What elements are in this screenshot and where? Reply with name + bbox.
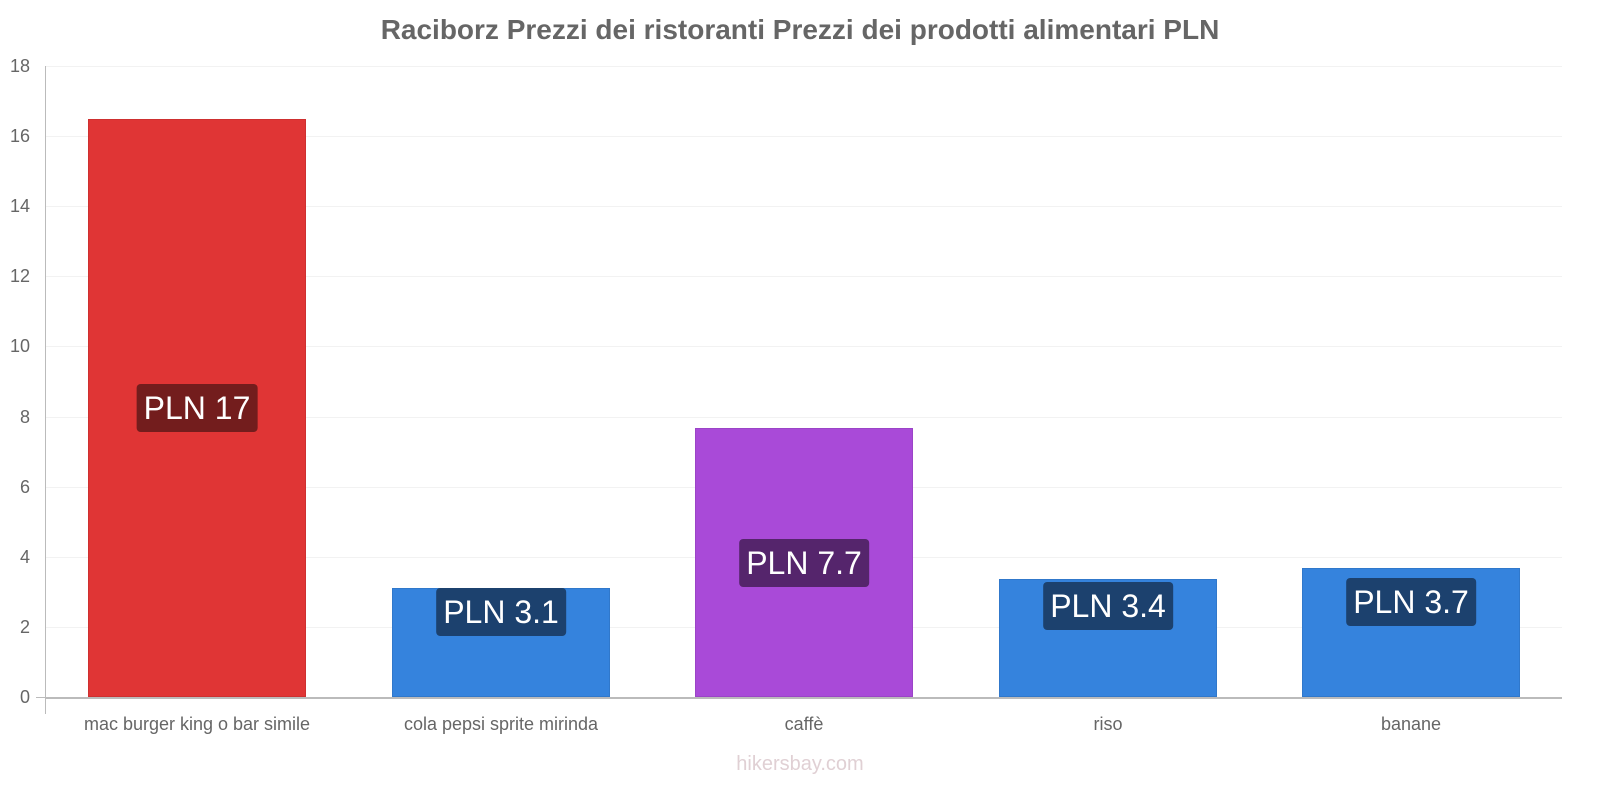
x-category-label: riso xyxy=(1093,714,1123,734)
y-tick-label: 6 xyxy=(19,476,30,497)
x-category-label: cola pepsi sprite mirinda xyxy=(403,714,599,734)
y-zero-tick-mark xyxy=(36,697,46,698)
source-watermark: hikersbay.com xyxy=(736,753,864,775)
bar-value-label: PLN 7.7 xyxy=(739,538,869,587)
bar-value-label: PLN 3.4 xyxy=(1043,581,1173,630)
x-category-label: banane xyxy=(1380,714,1442,734)
gridline xyxy=(46,136,1562,137)
bar-value-label: PLN 3.1 xyxy=(436,588,566,637)
gridline xyxy=(46,346,1562,347)
y-tick-label: 18 xyxy=(9,56,30,76)
y-tick-label: 4 xyxy=(19,546,30,567)
y-tick-label: 2 xyxy=(19,616,30,637)
y-tick-label: 12 xyxy=(9,266,30,287)
y-axis-line xyxy=(45,66,46,714)
x-category-label: mac burger king o bar simile xyxy=(83,714,311,734)
x-axis-line xyxy=(45,697,1562,699)
y-tick-label: 10 xyxy=(9,336,30,357)
bar-value-label: PLN 17 xyxy=(136,383,258,432)
y-tick-label: 8 xyxy=(19,406,30,427)
gridline xyxy=(46,66,1562,67)
y-tick-label: 16 xyxy=(9,126,30,147)
bar-value-label: PLN 3.7 xyxy=(1346,577,1476,626)
gridline xyxy=(46,276,1562,277)
x-category-label: caffè xyxy=(784,714,824,734)
chart-title: Raciborz Prezzi dei ristoranti Prezzi de… xyxy=(380,14,1220,45)
y-tick-label: 14 xyxy=(9,196,30,217)
gridline xyxy=(46,417,1562,418)
gridline xyxy=(46,206,1562,207)
y-tick-label: 0 xyxy=(19,687,30,707)
